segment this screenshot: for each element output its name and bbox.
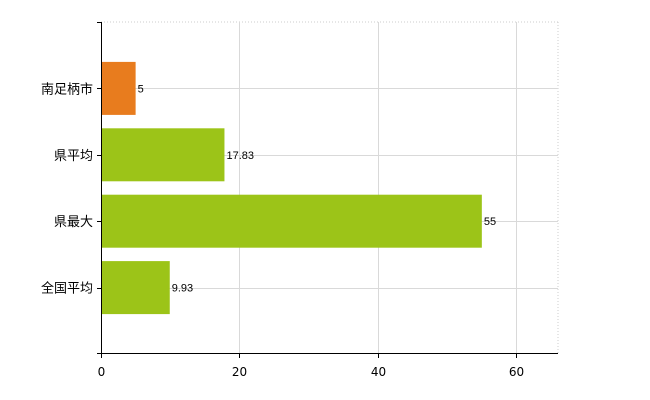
bars (101, 61, 482, 315)
labels: 5 南足柄市 17.83 県平均 55 県最大 9.93 全国平均 0 20 40 60 (41, 81, 524, 379)
data-label: 5 (138, 83, 144, 95)
axes (97, 22, 558, 358)
category-label: 全国平均 (41, 281, 93, 297)
bar (101, 194, 482, 248)
bar (101, 261, 170, 315)
x-tick-label: 60 (509, 365, 524, 379)
data-label: 17.83 (226, 150, 254, 162)
bar (101, 61, 136, 115)
category-label: 県最大 (54, 215, 93, 230)
data-label: 9.93 (172, 283, 193, 295)
x-tick-label: 40 (371, 365, 386, 379)
x-tick-label: 0 (98, 365, 106, 379)
data-label: 55 (484, 216, 496, 228)
bar (101, 128, 225, 182)
category-label: 県平均 (54, 149, 93, 164)
category-label: 南足柄市 (41, 81, 93, 97)
x-tick-label: 20 (232, 365, 247, 379)
